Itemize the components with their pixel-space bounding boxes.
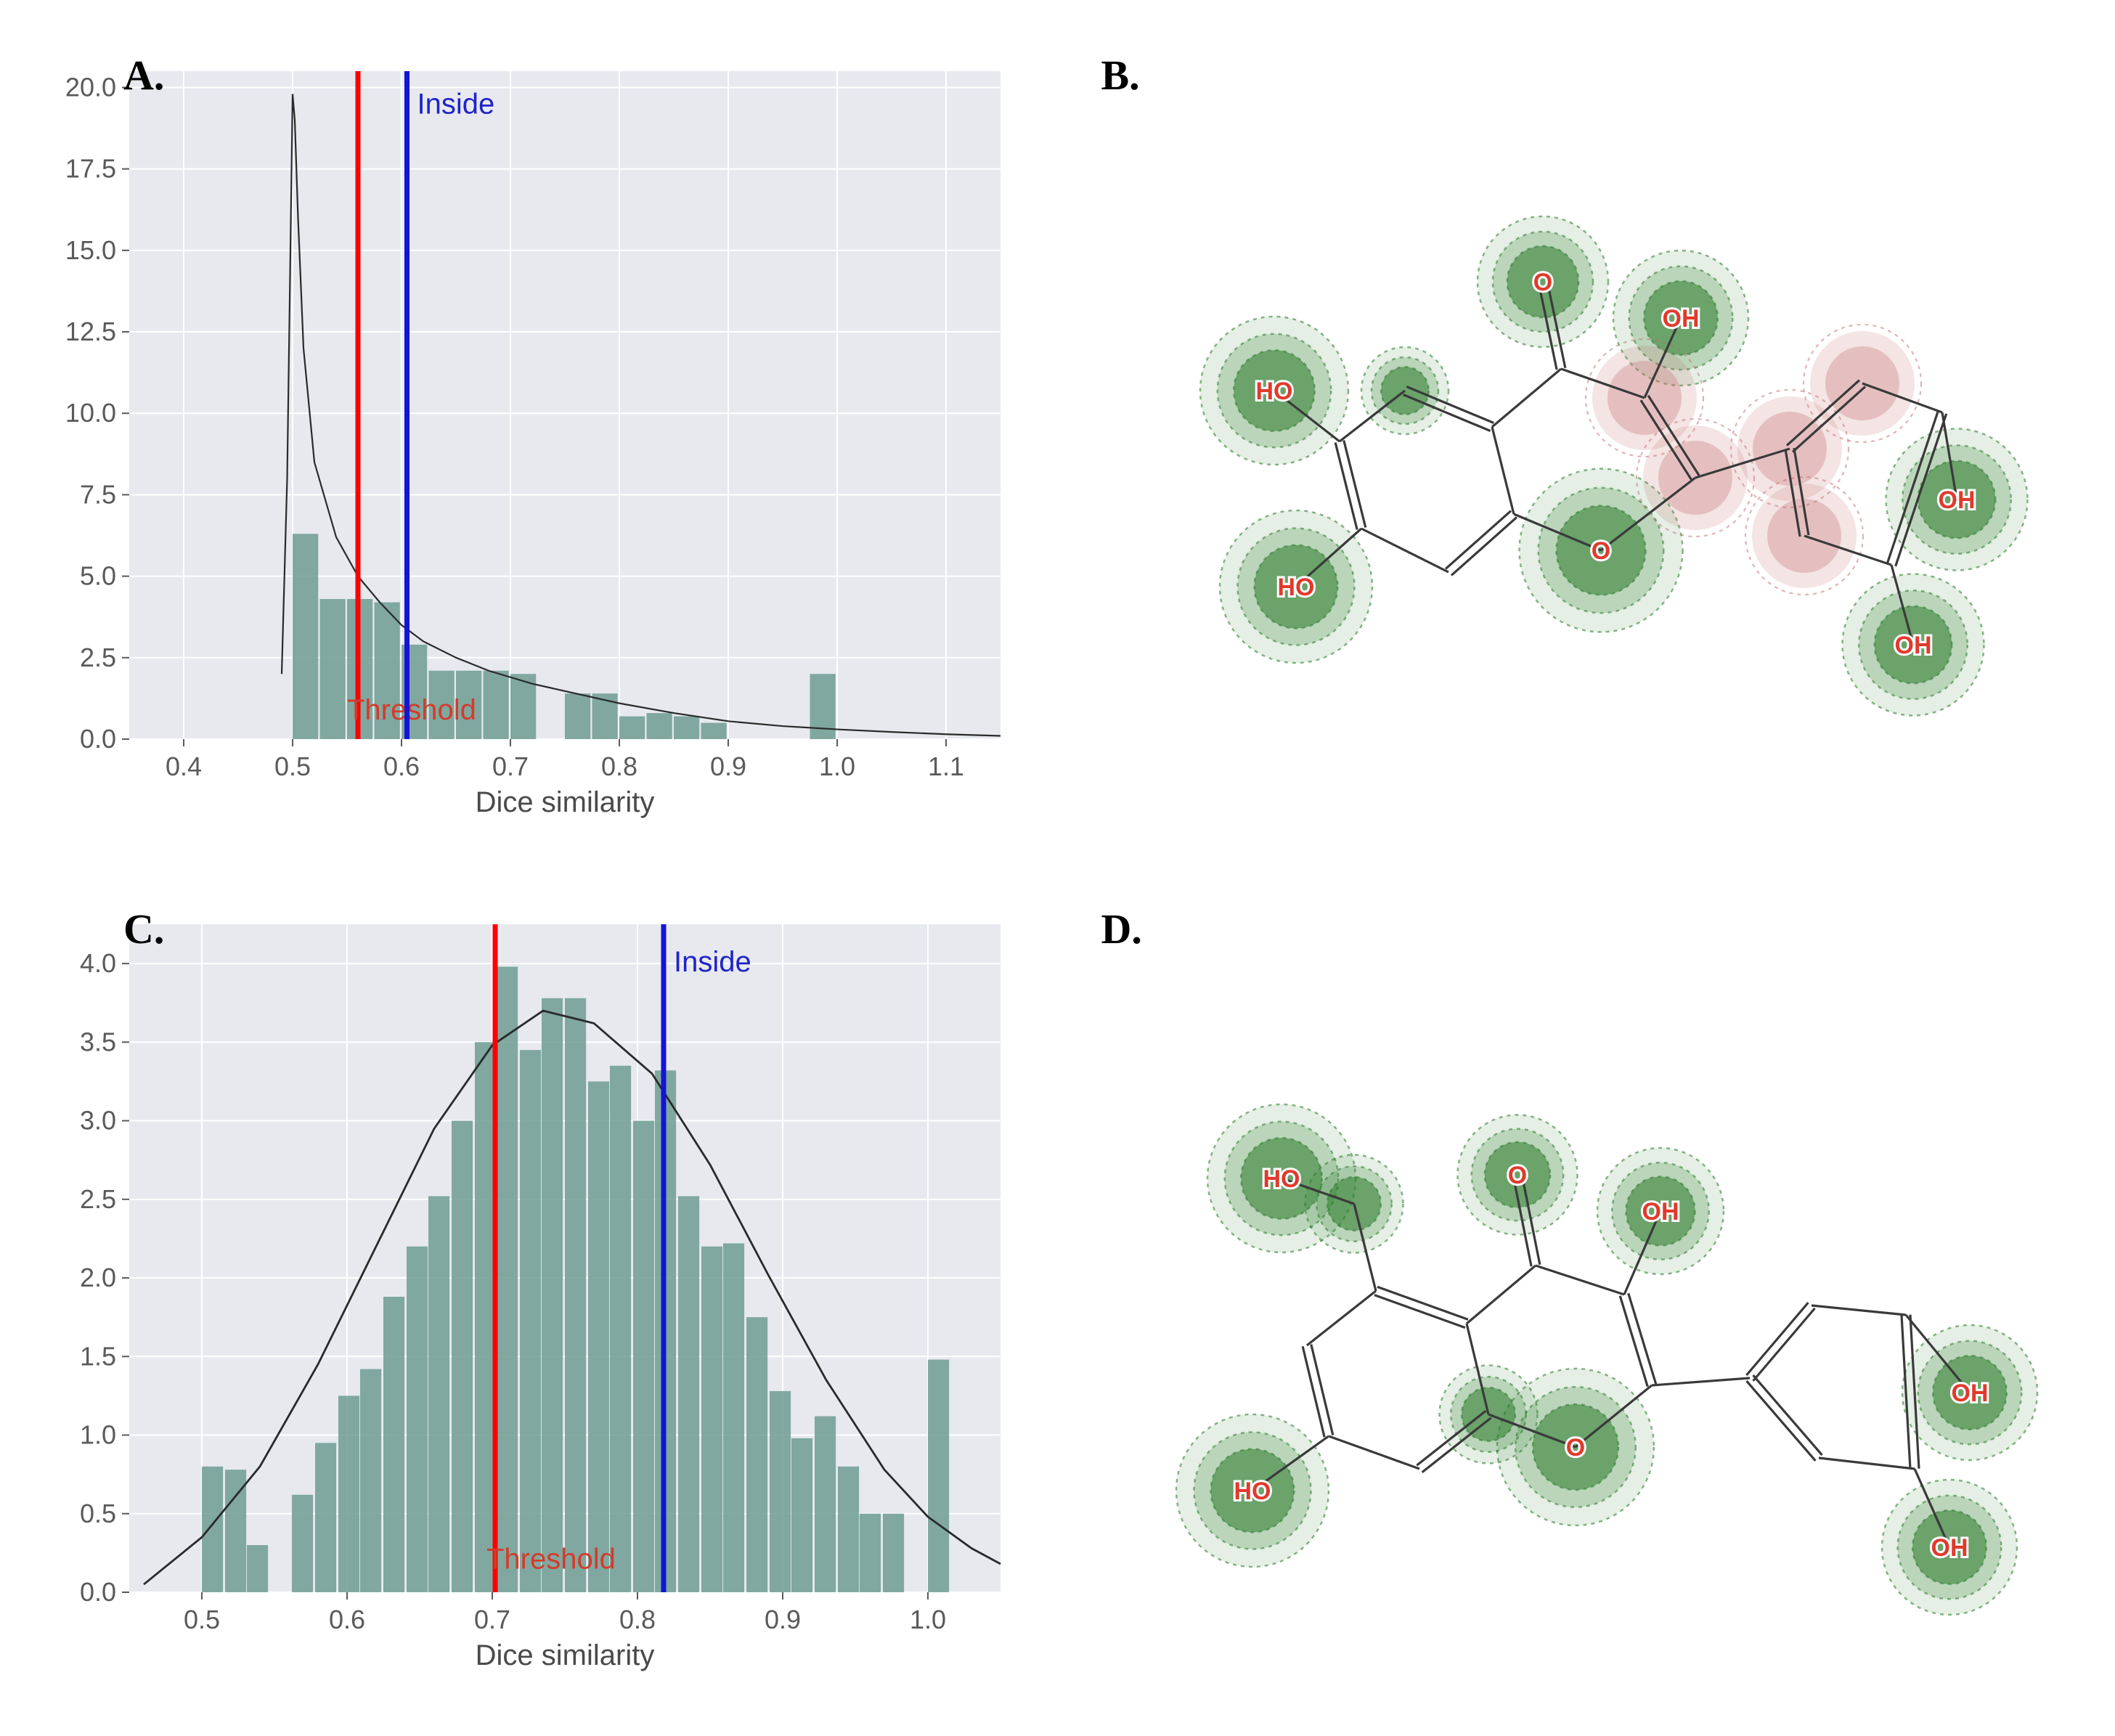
svg-text:0.6: 0.6 bbox=[329, 1605, 365, 1634]
svg-text:0.8: 0.8 bbox=[601, 751, 637, 781]
svg-text:OH: OH bbox=[1951, 1380, 1988, 1407]
svg-text:1.0: 1.0 bbox=[819, 751, 855, 781]
svg-text:10.0: 10.0 bbox=[65, 398, 116, 428]
panel-a: A. Threshold Inside 0.4 0.5 0.6 0.7 0.8 0.9 1.0 1… bbox=[29, 29, 1036, 854]
panel-c-chart-wrap: Threshold Inside 0.5 0.6 0.7 0.8 0.9 1.0 0.0 0.5 1… bbox=[29, 883, 1036, 1708]
panel-label-a: A. bbox=[123, 51, 164, 99]
svg-text:0.0: 0.0 bbox=[80, 724, 116, 754]
svg-text:5.0: 5.0 bbox=[80, 561, 116, 590]
svg-text:OH: OH bbox=[1931, 1534, 1968, 1562]
svg-text:0.9: 0.9 bbox=[710, 751, 746, 781]
molecule-map-b: HO HO O OH O OH OH bbox=[1093, 42, 2073, 841]
svg-text:1.1: 1.1 bbox=[928, 751, 964, 781]
svg-text:Dice similarity: Dice similarity bbox=[476, 786, 655, 818]
svg-text:4.0: 4.0 bbox=[80, 948, 116, 978]
panel-label-d: D. bbox=[1101, 905, 1142, 953]
svg-text:0.7: 0.7 bbox=[492, 751, 529, 781]
panel-label-c: C. bbox=[123, 905, 164, 953]
panel-d-chart-wrap: HO HO O OH O OH OH bbox=[1080, 883, 2087, 1708]
panel-b: B. HO HO O OH O OH OH bbox=[1080, 29, 2087, 854]
svg-text:17.5: 17.5 bbox=[65, 153, 116, 183]
svg-text:O: O bbox=[1566, 1434, 1585, 1462]
hist-chart-a: Threshold Inside 0.4 0.5 0.6 0.7 0.8 0.9 1.0 1.1 0… bbox=[42, 42, 1022, 841]
svg-text:O: O bbox=[1508, 1162, 1527, 1189]
svg-text:HO: HO bbox=[1263, 1165, 1300, 1193]
svg-text:HO: HO bbox=[1277, 574, 1314, 601]
svg-text:OH: OH bbox=[1642, 1198, 1679, 1226]
svg-text:0.5: 0.5 bbox=[184, 1605, 220, 1634]
panel-a-chart-wrap: Threshold Inside 0.4 0.5 0.6 0.7 0.8 0.9 1.0 1.1 0… bbox=[29, 29, 1036, 854]
svg-text:7.5: 7.5 bbox=[80, 479, 116, 509]
svg-text:3.0: 3.0 bbox=[80, 1106, 116, 1136]
svg-text:0.7: 0.7 bbox=[474, 1605, 510, 1634]
hist-chart-c: Threshold Inside 0.5 0.6 0.7 0.8 0.9 1.0 0.0 0.5 1… bbox=[42, 895, 1022, 1694]
svg-text:Threshold: Threshold bbox=[347, 694, 476, 726]
svg-text:0.4: 0.4 bbox=[166, 751, 202, 781]
svg-text:12.5: 12.5 bbox=[65, 317, 116, 346]
svg-text:1.0: 1.0 bbox=[80, 1420, 116, 1450]
panel-d: D. HO HO O OH O OH OH bbox=[1080, 883, 2087, 1708]
svg-text:HO: HO bbox=[1234, 1478, 1271, 1505]
svg-text:O: O bbox=[1592, 537, 1610, 565]
molecule-map-d: HO HO O OH O OH OH bbox=[1093, 895, 2073, 1694]
figure-grid: A. Threshold Inside 0.4 0.5 0.6 0.7 0.8 0.9 1.0 1… bbox=[0, 0, 2115, 1736]
svg-text:Threshold: Threshold bbox=[486, 1544, 616, 1576]
svg-text:Dice similarity: Dice similarity bbox=[476, 1639, 655, 1671]
svg-text:3.5: 3.5 bbox=[80, 1027, 116, 1057]
svg-text:O: O bbox=[1533, 269, 1552, 296]
svg-text:0.0: 0.0 bbox=[80, 1577, 116, 1607]
svg-text:0.8: 0.8 bbox=[619, 1605, 656, 1634]
svg-text:Inside: Inside bbox=[674, 946, 751, 978]
panel-label-b: B. bbox=[1101, 51, 1140, 99]
svg-text:0.6: 0.6 bbox=[383, 751, 420, 781]
svg-text:2.5: 2.5 bbox=[80, 643, 116, 672]
svg-text:Inside: Inside bbox=[417, 88, 495, 120]
svg-text:OH: OH bbox=[1938, 486, 1975, 514]
panel-c: C. Threshold Inside 0.5 0.6 0.7 0.8 0.9 1.0 0.0 0… bbox=[29, 883, 1036, 1708]
svg-text:2.0: 2.0 bbox=[80, 1263, 116, 1292]
svg-text:2.5: 2.5 bbox=[80, 1184, 116, 1214]
panel-b-chart-wrap: HO HO O OH O OH OH bbox=[1080, 29, 2087, 854]
svg-text:0.9: 0.9 bbox=[765, 1605, 801, 1634]
svg-text:0.5: 0.5 bbox=[80, 1499, 116, 1528]
svg-text:1.5: 1.5 bbox=[80, 1342, 116, 1372]
svg-text:OH: OH bbox=[1894, 632, 1931, 659]
svg-text:20.0: 20.0 bbox=[65, 72, 116, 102]
svg-text:0.5: 0.5 bbox=[274, 751, 311, 781]
svg-text:1.0: 1.0 bbox=[910, 1605, 946, 1634]
svg-text:15.0: 15.0 bbox=[65, 235, 116, 265]
svg-text:HO: HO bbox=[1255, 378, 1292, 405]
svg-text:OH: OH bbox=[1662, 305, 1699, 333]
